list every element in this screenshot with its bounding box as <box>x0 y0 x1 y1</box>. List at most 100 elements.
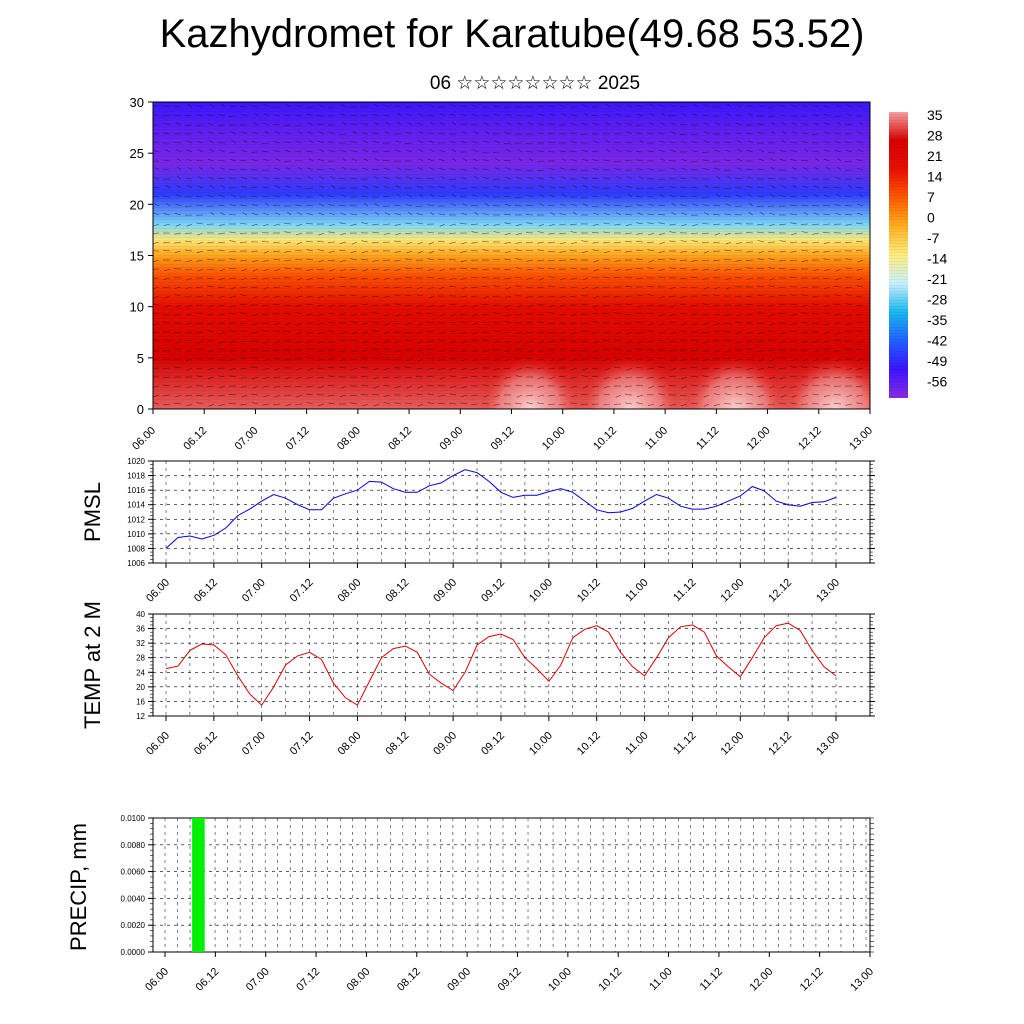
wind-barb <box>207 268 215 270</box>
wind-barb <box>714 286 721 290</box>
wind-barb <box>462 203 468 207</box>
wind-barb <box>790 294 798 297</box>
wind-barb <box>823 304 831 307</box>
wind-barb <box>625 268 633 271</box>
wind-barb <box>581 349 589 351</box>
wind-barb <box>834 204 842 207</box>
wind-barb <box>262 385 270 388</box>
wind-barb <box>185 240 193 243</box>
wind-barb <box>713 294 721 297</box>
wind-barb <box>296 286 303 290</box>
wind-barb <box>186 385 193 389</box>
wind-barb <box>449 349 457 352</box>
wind-barb <box>361 250 369 253</box>
wind-barb <box>626 331 633 335</box>
wind-barb <box>275 157 281 162</box>
wind-barb <box>757 186 765 189</box>
wind-barb <box>163 132 171 135</box>
wind-barb <box>581 240 589 243</box>
wind-barb <box>372 286 380 288</box>
wind-barb <box>658 313 666 317</box>
wind-barb <box>703 403 710 407</box>
wind-barb <box>351 241 358 245</box>
wind-barb <box>845 277 853 279</box>
wind-barb <box>702 241 710 243</box>
wind-barb <box>769 322 776 326</box>
wind-barb <box>163 277 171 280</box>
wind-barb <box>218 241 226 244</box>
wind-barb <box>823 258 831 261</box>
wind-barb <box>856 241 864 243</box>
x-tick-label: 09.12 <box>489 425 517 453</box>
wind-barb <box>174 348 182 351</box>
wind-barb <box>229 177 237 180</box>
wind-barb <box>174 142 182 144</box>
wind-barb <box>493 312 501 315</box>
wind-barb <box>725 286 732 290</box>
wind-barb <box>163 223 171 226</box>
wind-barb <box>251 105 259 108</box>
wind-barb <box>153 349 160 352</box>
wind-barb <box>196 367 204 369</box>
wind-barb <box>845 124 853 126</box>
wind-barb <box>625 313 633 315</box>
wind-barb <box>328 330 336 333</box>
wind-barb <box>713 393 721 396</box>
wind-barb <box>164 149 171 153</box>
wind-barb <box>769 358 776 362</box>
wind-barb <box>383 223 391 225</box>
wind-barb <box>703 286 710 290</box>
wind-barb <box>504 196 512 198</box>
wind-barb <box>240 330 248 333</box>
wind-barb <box>416 304 424 307</box>
wind-barb <box>218 177 226 180</box>
wind-barb <box>383 358 391 360</box>
wind-barb <box>856 295 864 297</box>
wind-barb <box>306 331 314 334</box>
wind-barb <box>724 385 732 388</box>
wind-barb <box>823 241 831 244</box>
wind-barb <box>801 159 809 162</box>
wind-barb <box>560 176 567 180</box>
wind-barb <box>175 304 182 308</box>
wind-barb <box>328 394 336 397</box>
wind-barb <box>176 175 182 180</box>
wind-barb <box>339 222 347 225</box>
wind-barb <box>757 267 765 270</box>
wind-barb <box>452 157 457 162</box>
wind-barb <box>834 176 842 180</box>
wind-barb <box>526 286 534 288</box>
wind-barb <box>209 103 215 108</box>
wind-barb <box>318 104 325 108</box>
colorbar-label: 21 <box>927 148 943 164</box>
wind-barbs <box>153 103 864 407</box>
wind-barb <box>702 232 710 234</box>
wind-barb <box>549 376 556 380</box>
wind-barb <box>614 304 622 306</box>
wind-barb <box>406 113 413 117</box>
wind-barb <box>812 393 820 396</box>
wind-barb <box>582 203 589 207</box>
wind-barb <box>263 367 270 371</box>
wind-barb <box>318 185 325 189</box>
wind-barb <box>416 213 424 216</box>
wind-barb <box>813 185 820 189</box>
wind-barb <box>319 149 325 153</box>
wind-barb <box>526 250 534 252</box>
wind-barb <box>702 295 710 297</box>
wind-barb <box>460 267 468 270</box>
wind-barb <box>339 304 347 306</box>
wind-barb <box>845 286 853 289</box>
wind-barb <box>691 375 699 378</box>
wind-barb <box>757 285 765 288</box>
wind-barb <box>570 151 578 153</box>
wind-barb <box>331 184 336 189</box>
wind-barb <box>438 249 446 252</box>
wind-barb <box>659 149 666 153</box>
wind-barb <box>196 259 204 262</box>
wind-barb <box>836 194 842 198</box>
wind-barb <box>592 232 600 234</box>
wind-barb <box>548 367 556 370</box>
wind-barb <box>790 150 798 153</box>
wind-barb <box>309 139 314 144</box>
